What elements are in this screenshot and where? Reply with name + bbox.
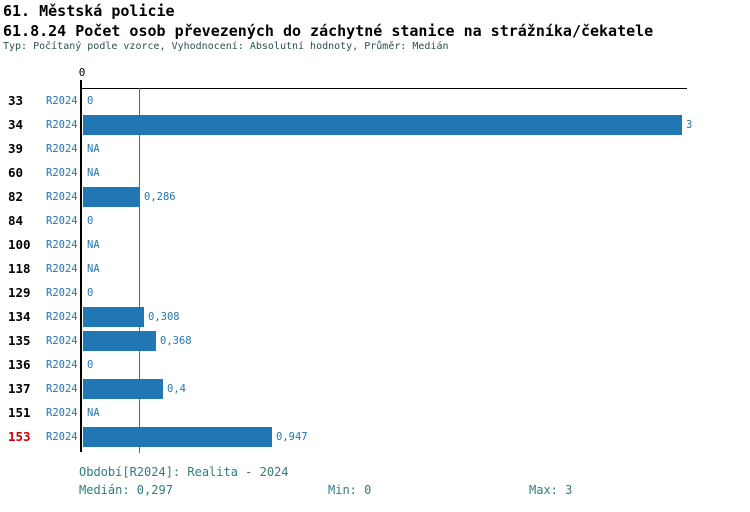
- chart-row: 33 R2024 0: [0, 89, 750, 113]
- chart-meta-line: Typ: Počítaný podle vzorce, Vyhodnocení:…: [3, 41, 449, 52]
- row-series-label: R2024: [46, 335, 78, 347]
- chart-row: 39 R2024 NA: [0, 137, 750, 161]
- row-series-label: R2024: [46, 311, 78, 323]
- x-axis-line: [80, 88, 687, 89]
- row-category-label: 153: [8, 429, 31, 444]
- row-series-label: R2024: [46, 359, 78, 371]
- row-value-label: 0,947: [276, 431, 308, 443]
- y-axis-line: [80, 88, 82, 452]
- row-value-label: 3: [686, 119, 693, 131]
- chart-row: 134 R2024 0,308: [0, 305, 750, 329]
- row-category-label: 129: [8, 285, 31, 300]
- row-bar: [83, 427, 272, 447]
- chart-row: 84 R2024 0: [0, 209, 750, 233]
- row-category-label: 118: [8, 261, 31, 276]
- row-series-label: R2024: [46, 383, 78, 395]
- row-category-label: 100: [8, 237, 31, 252]
- chart-row: 151 R2024 NA: [0, 401, 750, 425]
- row-series-label: R2024: [46, 239, 78, 251]
- row-value-label: NA: [87, 407, 100, 419]
- row-value-label: 0: [87, 215, 94, 227]
- row-value-label: 0: [87, 95, 94, 107]
- chart-row: 136 R2024 0: [0, 353, 750, 377]
- row-value-label: NA: [87, 167, 100, 179]
- row-value-label: 0: [87, 359, 94, 371]
- chart-row: 135 R2024 0,368: [0, 329, 750, 353]
- chart-row: 153 R2024 0,947: [0, 425, 750, 449]
- row-value-label: NA: [87, 239, 100, 251]
- row-series-label: R2024: [46, 143, 78, 155]
- row-series-label: R2024: [46, 95, 78, 107]
- row-bar: [83, 115, 682, 135]
- row-series-label: R2024: [46, 167, 78, 179]
- row-category-label: 136: [8, 357, 31, 372]
- row-series-label: R2024: [46, 263, 78, 275]
- row-value-label: 0,368: [160, 335, 192, 347]
- row-category-label: 135: [8, 333, 31, 348]
- footer-min-label: Min: 0: [328, 483, 372, 497]
- chart-title: 61. Městská policie: [3, 2, 175, 20]
- row-category-label: 34: [8, 117, 24, 132]
- footer-median-label: Medián: 0,297: [79, 483, 173, 497]
- row-category-label: 137: [8, 381, 31, 396]
- row-category-label: 39: [8, 141, 24, 156]
- x-axis-tick: [80, 80, 82, 88]
- row-bar: [83, 187, 140, 207]
- row-series-label: R2024: [46, 407, 78, 419]
- chart-subtitle-indicator: 61.8.24 Počet osob převezených do záchyt…: [3, 22, 654, 40]
- chart-row: 129 R2024 0: [0, 281, 750, 305]
- chart-row: 82 R2024 0,286: [0, 185, 750, 209]
- row-category-label: 134: [8, 309, 31, 324]
- median-reference-line: [139, 88, 140, 453]
- row-series-label: R2024: [46, 191, 78, 203]
- x-axis-tick-label: 0: [78, 66, 86, 79]
- chart-row: 137 R2024 0,4: [0, 377, 750, 401]
- row-value-label: 0,308: [148, 311, 180, 323]
- row-bar: [83, 331, 156, 351]
- row-category-label: 84: [8, 213, 24, 228]
- row-category-label: 33: [8, 93, 24, 108]
- row-series-label: R2024: [46, 119, 78, 131]
- row-series-label: R2024: [46, 287, 78, 299]
- row-category-label: 82: [8, 189, 24, 204]
- footer-period-label: Období[R2024]: Realita - 2024: [79, 465, 289, 479]
- row-category-label: 151: [8, 405, 31, 420]
- row-category-label: 60: [8, 165, 24, 180]
- row-value-label: 0,4: [167, 383, 186, 395]
- chart-row: 100 R2024 NA: [0, 233, 750, 257]
- row-series-label: R2024: [46, 215, 78, 227]
- row-series-label: R2024: [46, 431, 78, 443]
- row-value-label: 0,286: [144, 191, 176, 203]
- row-value-label: 0: [87, 287, 94, 299]
- chart-row: 34 R2024 3: [0, 113, 750, 137]
- row-value-label: NA: [87, 263, 100, 275]
- row-value-label: NA: [87, 143, 100, 155]
- chart-row: 118 R2024 NA: [0, 257, 750, 281]
- row-bar: [83, 307, 144, 327]
- footer-max-label: Max: 3: [529, 483, 573, 497]
- row-bar: [83, 379, 163, 399]
- chart-row: 60 R2024 NA: [0, 161, 750, 185]
